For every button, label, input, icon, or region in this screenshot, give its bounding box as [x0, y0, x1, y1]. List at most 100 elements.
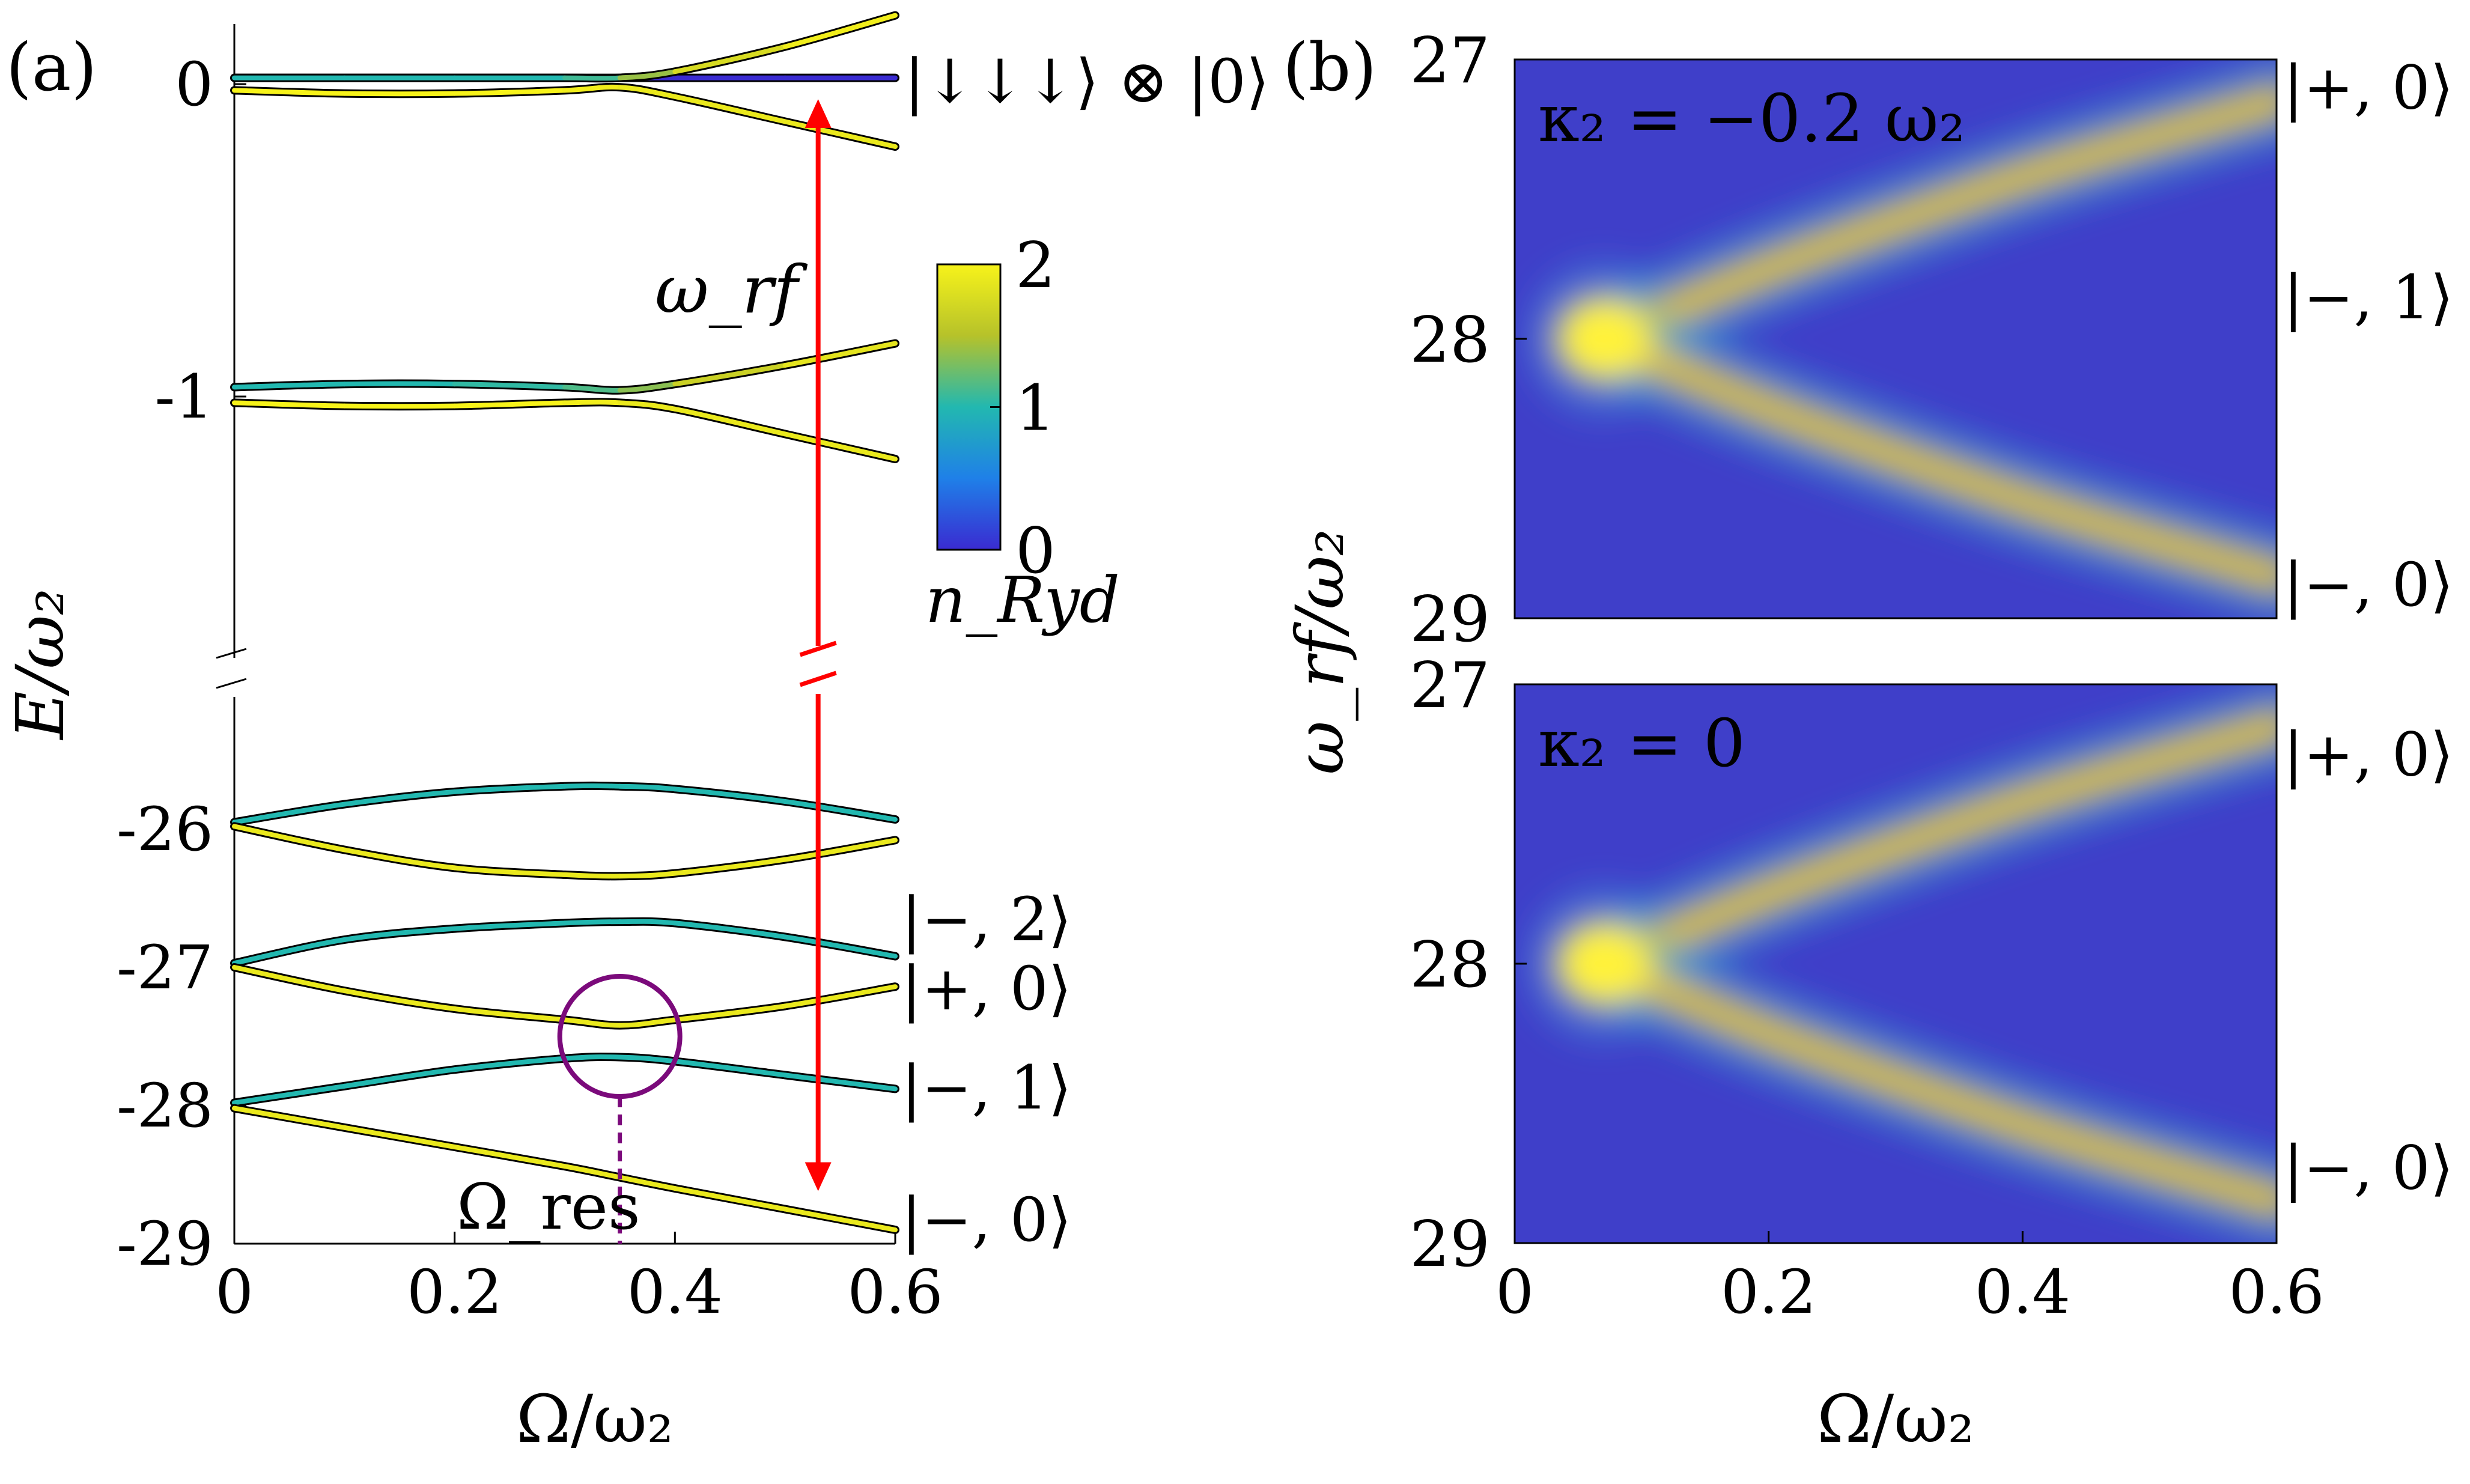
energy-level-segment: [452, 865, 567, 877]
heatmap-2-y-ticks: 27 28 29: [1410, 649, 1527, 1281]
x-tick-label: 0.6: [2228, 1257, 2324, 1327]
b-x-ticks: 0 0.2 0.4 0.6: [1495, 1231, 2325, 1327]
state-label: |+, 0⟩: [2283, 719, 2454, 789]
energy-level-outline: [230, 11, 899, 83]
vacuum-state-label: |↓↓↓⟩ ⊗ |0⟩: [904, 46, 1270, 117]
energy-level-segment: [232, 937, 347, 966]
energy-level-segment: [617, 871, 678, 879]
panel-b: (b) κ₂ = −0.2 ω₂ 27 28 29 |+, 0⟩ |−, 1⟩ |−, …: [1282, 24, 2454, 1458]
heatmap-1-y-ticks: 27 28 29: [1410, 24, 1527, 656]
y-tick-label: -1: [155, 362, 213, 432]
energy-level-segment: [672, 1059, 788, 1078]
y-tick-label: -27: [117, 932, 213, 1003]
energy-level-segment: [232, 382, 347, 390]
colorbar-tick-label: 2: [1015, 229, 1056, 302]
a-energy-curves: [230, 11, 899, 1234]
energy-level-segment: [672, 920, 788, 940]
energy-level-segment: [672, 786, 788, 804]
colorbar-tick-label: 0: [1015, 514, 1056, 588]
energy-level-segment: [782, 984, 898, 1009]
energy-level-segment: [617, 382, 678, 393]
y-tick-label: 27: [1410, 24, 1490, 97]
colorbar-tick-label: 1: [1015, 372, 1056, 445]
a-x-axis-label: Ω/ω₂: [516, 1381, 674, 1458]
energy-level-segment: [342, 1067, 457, 1089]
heatmap-kappa-zero: κ₂ = 0 27 28 29 |+, 0⟩ |−, 0⟩: [1410, 649, 2453, 1281]
energy-level-segment: [672, 1003, 788, 1023]
energy-level-segment: [452, 382, 567, 390]
energy-level-segment: [562, 919, 622, 926]
panel-a-label: (a): [6, 29, 97, 106]
energy-level-segment: [232, 88, 347, 96]
heatmap-2-ridges: [1525, 684, 2277, 1243]
ridge-core: [1587, 85, 2277, 356]
y-tick-label: -29: [117, 1209, 213, 1279]
state-label: |−, 0⟩: [901, 1185, 1072, 1255]
energy-level-segment: [782, 838, 898, 862]
energy-level-segment: [782, 13, 898, 49]
energy-level-segment: [782, 1072, 898, 1092]
energy-level-segment: [452, 1145, 567, 1169]
rf-break-mark: [799, 640, 837, 657]
energy-level-segment: [617, 1175, 678, 1191]
energy-level-segment: [452, 783, 567, 794]
state-label: |−, 0⟩: [2283, 550, 2454, 620]
energy-level-segment: [617, 783, 678, 792]
energy-level-segment: [562, 1017, 622, 1028]
state-label: |−, 0⟩: [2283, 1133, 2454, 1203]
energy-level-segment: [342, 988, 457, 1011]
a-y-axis-label: E/ω₂: [2, 588, 79, 740]
state-label: |+, 0⟩: [2283, 53, 2454, 123]
y-tick-label: 29: [1410, 1208, 1490, 1281]
heatmap-1-kappa-label: κ₂ = −0.2 ω₂: [1538, 80, 1965, 157]
energy-level-outline: [230, 822, 899, 881]
x-tick-label: 0.2: [1721, 1257, 1816, 1327]
energy-level-segment: [782, 431, 898, 461]
energy-level-6: [230, 822, 899, 881]
energy-level-10: [230, 1104, 899, 1234]
energy-level-segment: [562, 400, 622, 406]
energy-level-segment: [672, 363, 788, 387]
energy-level-segment: [342, 789, 457, 807]
energy-level-segment: [672, 1186, 788, 1212]
energy-level-segment: [452, 1056, 567, 1072]
energy-level-segment: [342, 1125, 457, 1149]
x-tick-label: 0.2: [407, 1257, 502, 1327]
energy-level-segment: [672, 44, 788, 75]
energy-level-7: [230, 917, 899, 968]
state-label: |−, 1⟩: [901, 1053, 1072, 1123]
energy-level-outline: [230, 82, 899, 151]
energy-level-5: [230, 781, 899, 827]
energy-level-segment: [672, 857, 788, 876]
x-tick-label: 0.6: [847, 1257, 943, 1327]
energy-level-segment: [562, 1164, 622, 1180]
energy-level-segment: [617, 1054, 678, 1064]
resonance-marker: [557, 974, 683, 1244]
x-tick-label: 0: [1495, 1257, 1534, 1327]
energy-level-segment: [617, 85, 678, 99]
rf-arrow-head-top: [805, 99, 832, 128]
state-label: |−, 1⟩: [2283, 262, 2454, 332]
energy-level-segment: [617, 400, 678, 412]
energy-level-segment: [562, 75, 622, 81]
energy-level-8: [230, 963, 899, 1030]
energy-level-segment: [232, 824, 347, 853]
energy-level-segment: [342, 403, 457, 409]
heatmap-1-ridges: [1525, 59, 2277, 618]
energy-level-segment: [232, 1083, 347, 1105]
state-label: |+, 0⟩: [901, 953, 1072, 1024]
energy-level-segment: [782, 341, 898, 368]
energy-level-segment: [617, 1017, 678, 1028]
energy-level-segment: [342, 847, 457, 871]
energy-level-segment: [617, 69, 678, 81]
colorbar: [936, 263, 1002, 551]
heatmap-kappa-neg: κ₂ = −0.2 ω₂ 27 28 29 |+, 0⟩ |−, 1⟩ |−, 0⟩: [1410, 24, 2453, 656]
energy-level-segment: [562, 1054, 622, 1061]
energy-level-segment: [562, 84, 622, 93]
resonance-label: Ω_res: [457, 1170, 640, 1244]
b-x-axis-label: Ω/ω₂: [1817, 1381, 1974, 1458]
y-tick-label: -26: [117, 794, 213, 865]
a-axis-break-marks: [216, 648, 247, 689]
energy-level-segment: [452, 88, 567, 96]
ridge-core: [1587, 947, 2277, 1218]
